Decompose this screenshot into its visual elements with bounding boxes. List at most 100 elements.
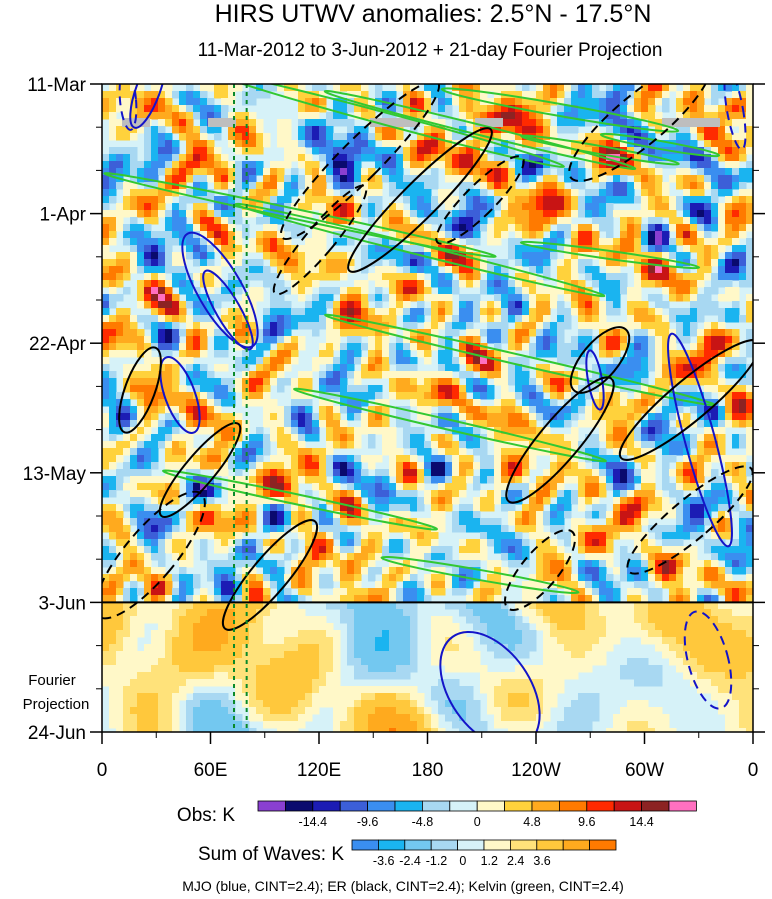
anomaly-cell bbox=[333, 210, 341, 218]
anomaly-cell bbox=[515, 329, 523, 337]
anomaly-cell bbox=[620, 420, 628, 428]
anomaly-cell bbox=[207, 217, 215, 225]
anomaly-cell bbox=[130, 238, 138, 246]
anomaly-cell bbox=[711, 497, 719, 505]
anomaly-cell bbox=[389, 301, 397, 309]
anomaly-cell bbox=[592, 84, 600, 92]
anomaly-cell bbox=[277, 308, 285, 316]
anomaly-cell bbox=[578, 497, 586, 505]
anomaly-cell bbox=[732, 182, 740, 190]
anomaly-cell bbox=[151, 287, 159, 295]
anomaly-cell bbox=[627, 364, 635, 372]
anomaly-cell bbox=[599, 364, 607, 372]
anomaly-cell bbox=[193, 308, 201, 316]
anomaly-cell bbox=[739, 175, 747, 183]
anomaly-cell bbox=[137, 490, 145, 498]
anomaly-cell bbox=[305, 511, 313, 519]
anomaly-cell bbox=[522, 322, 530, 330]
anomaly-cell bbox=[725, 483, 733, 491]
anomaly-cell bbox=[732, 252, 740, 260]
anomaly-cell bbox=[697, 91, 705, 99]
anomaly-cell bbox=[466, 504, 474, 512]
anomaly-cell bbox=[676, 224, 684, 232]
anomaly-cell bbox=[277, 217, 285, 225]
anomaly-cell bbox=[676, 287, 684, 295]
anomaly-cell bbox=[746, 133, 753, 141]
anomaly-cell bbox=[473, 133, 481, 141]
anomaly-cell bbox=[508, 91, 516, 99]
anomaly-cell bbox=[515, 175, 523, 183]
anomaly-cell bbox=[438, 448, 446, 456]
anomaly-cell bbox=[550, 385, 558, 393]
anomaly-cell bbox=[214, 168, 222, 176]
anomaly-cell bbox=[410, 448, 418, 456]
anomaly-cell bbox=[508, 175, 516, 183]
anomaly-cell bbox=[620, 133, 628, 141]
anomaly-cell bbox=[109, 133, 117, 141]
anomaly-cell bbox=[494, 462, 502, 470]
anomaly-cell bbox=[438, 336, 446, 344]
anomaly-cell bbox=[508, 133, 516, 141]
anomaly-cell bbox=[326, 126, 334, 134]
anomaly-cell bbox=[277, 462, 285, 470]
anomaly-cell bbox=[130, 455, 138, 463]
anomaly-cell bbox=[375, 259, 383, 267]
anomaly-cell bbox=[711, 252, 719, 260]
anomaly-cell bbox=[116, 91, 124, 99]
anomaly-cell bbox=[193, 273, 201, 281]
anomaly-cell bbox=[151, 385, 159, 393]
anomaly-cell bbox=[179, 189, 187, 197]
anomaly-cell bbox=[711, 448, 719, 456]
anomaly-cell bbox=[249, 371, 257, 379]
anomaly-cell bbox=[473, 84, 481, 92]
anomaly-cell bbox=[508, 105, 516, 113]
anomaly-cell bbox=[634, 427, 642, 435]
anomaly-cell bbox=[151, 301, 159, 309]
anomaly-cell bbox=[697, 511, 705, 519]
anomaly-cell bbox=[305, 126, 313, 134]
anomaly-cell bbox=[368, 294, 376, 302]
anomaly-cell bbox=[424, 203, 432, 211]
anomaly-cell bbox=[382, 343, 390, 351]
anomaly-cell bbox=[228, 525, 236, 533]
anomaly-cell bbox=[424, 154, 432, 162]
anomaly-cell bbox=[732, 413, 740, 421]
anomaly-cell bbox=[585, 98, 593, 106]
anomaly-cell bbox=[690, 196, 698, 204]
anomaly-cell bbox=[403, 490, 411, 498]
anomaly-cell bbox=[543, 210, 551, 218]
anomaly-cell bbox=[732, 259, 740, 267]
anomaly-cell bbox=[165, 231, 173, 239]
anomaly-cell bbox=[648, 357, 656, 365]
anomaly-cell bbox=[676, 196, 684, 204]
anomaly-cell bbox=[235, 182, 243, 190]
anomaly-cell bbox=[256, 462, 264, 470]
anomaly-cell bbox=[193, 105, 201, 113]
anomaly-cell bbox=[144, 224, 152, 232]
anomaly-cell bbox=[662, 210, 670, 218]
anomaly-cell bbox=[165, 238, 173, 246]
anomaly-cell bbox=[424, 98, 432, 106]
anomaly-cell bbox=[249, 322, 257, 330]
anomaly-cell bbox=[305, 413, 313, 421]
anomaly-cell bbox=[690, 385, 698, 393]
anomaly-cell bbox=[585, 259, 593, 267]
anomaly-cell bbox=[543, 154, 551, 162]
anomaly-cell bbox=[522, 217, 530, 225]
anomaly-cell bbox=[263, 315, 271, 323]
anomaly-cell bbox=[508, 462, 516, 470]
anomaly-cell bbox=[641, 364, 649, 372]
anomaly-cell bbox=[459, 413, 467, 421]
anomaly-cell bbox=[249, 350, 257, 358]
anomaly-cell bbox=[361, 371, 369, 379]
anomaly-cell bbox=[732, 364, 740, 372]
anomaly-cell bbox=[158, 294, 166, 302]
anomaly-cell bbox=[347, 140, 355, 148]
anomaly-cell bbox=[319, 392, 327, 400]
anomaly-cell bbox=[235, 336, 243, 344]
anomaly-cell bbox=[438, 406, 446, 414]
anomaly-cell bbox=[312, 189, 320, 197]
anomaly-cell bbox=[340, 182, 348, 190]
anomaly-cell bbox=[578, 462, 586, 470]
anomaly-cell bbox=[361, 322, 369, 330]
